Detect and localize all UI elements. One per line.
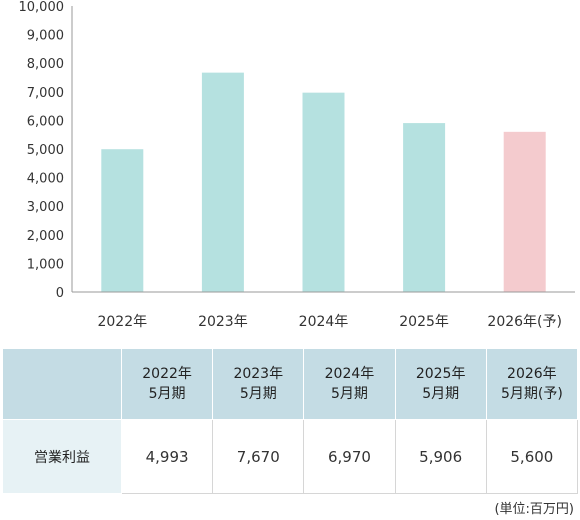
y-tick-label: 2,000 [27,229,64,244]
table-corner-cell [2,348,122,420]
bar [101,149,144,292]
x-tick-label: 2026年(予) [487,314,562,330]
y-tick-label: 1,000 [27,257,64,272]
row-label-operating-profit: 営業利益 [2,419,122,494]
x-tick-label: 2022年 [97,314,147,330]
bar [201,72,244,292]
cell-2026: 5,600 [485,419,579,494]
data-table: 2022年 5月期 2023年 5月期 2024年 5月期 2025年 5月期 2026… [2,348,579,494]
bar [503,131,546,292]
x-tick-label: 2023年 [198,314,248,330]
y-tick-label: 9,000 [27,29,64,44]
header-2024: 2024年 5月期 [303,348,396,420]
bar [403,123,446,292]
header-2023: 2023年 5月期 [212,348,305,420]
y-tick-label: 7,000 [27,86,64,101]
y-tick-label: 6,000 [27,114,64,129]
cell-2022: 4,993 [120,419,214,494]
y-tick-label: 0 [56,286,64,301]
table-header-row: 2022年 5月期 2023年 5月期 2024年 5月期 2025年 5月期 2026… [2,348,579,420]
y-tick-label: 4,000 [27,172,64,187]
header-2026-forecast: 2026年 5月期(予) [485,348,579,420]
cell-2024: 6,970 [303,419,396,494]
y-tick-label: 3,000 [27,200,64,215]
x-tick-label: 2025年 [399,314,449,330]
bar-chart: 0 1,000 2,000 3,000 4,000 5,000 6,000 7,000 8,00… [19,0,575,330]
header-2022: 2022年 5月期 [120,348,214,420]
unit-note: (単位:百万円) [494,502,574,517]
y-tick-label: 5,000 [27,143,64,158]
table-row: 営業利益 4,993 7,670 6,970 5,906 5,600 [2,419,579,494]
cell-2023: 7,670 [212,419,305,494]
y-tick-label: 8,000 [27,57,64,72]
bar [302,92,345,293]
x-tick-label: 2024年 [299,314,349,330]
header-2025: 2025年 5月期 [394,348,487,420]
y-tick-label: 10,000 [19,0,65,15]
cell-2025: 5,906 [394,419,487,494]
